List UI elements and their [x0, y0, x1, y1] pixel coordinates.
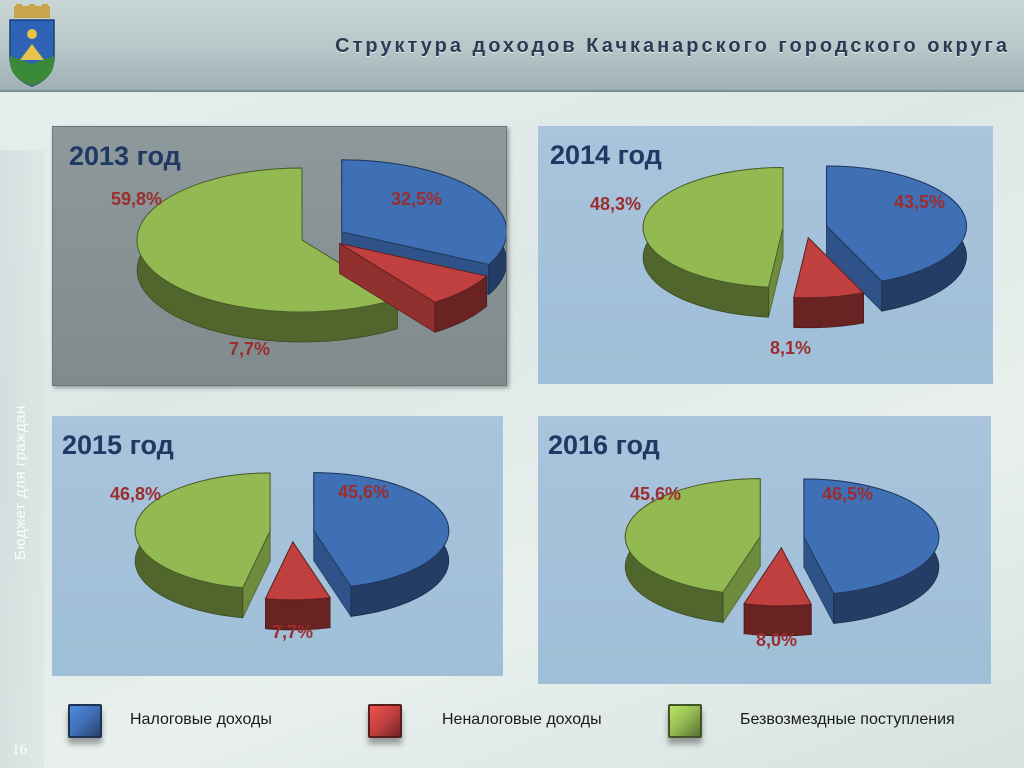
data-label-nontax: 7,7%	[272, 622, 314, 642]
slice-grants-0	[136, 167, 399, 343]
pie-chart-2014	[642, 165, 967, 329]
chart-title: 2016 год	[548, 430, 660, 460]
page-title: Структура доходов Качканарского городско…	[335, 35, 1010, 57]
city-crest-icon	[9, 4, 55, 87]
header-bar: Структура доходов Качканарского городско…	[0, 0, 1024, 92]
legend-label-tax: Налоговые доходы	[130, 711, 272, 728]
slice-tax-3	[803, 478, 940, 624]
data-label-nontax: 8,1%	[770, 338, 812, 358]
slice-grants-3	[624, 478, 761, 624]
legend-label-nontax: Неналоговые доходы	[442, 711, 602, 728]
slice-grants-2	[134, 472, 271, 619]
pie-chart-2015	[134, 472, 450, 631]
legend-swatch-nontax	[368, 704, 402, 738]
side-stripe	[0, 150, 44, 768]
data-label-tax: 43,5%	[894, 192, 946, 212]
data-label-grants: 59,8%	[111, 189, 163, 209]
slice-nontax-3	[743, 546, 813, 637]
data-label-tax: 46,5%	[822, 484, 874, 504]
data-label-tax: 32,5%	[391, 189, 443, 209]
data-label-nontax: 8,0%	[756, 630, 798, 650]
chart-panel-2015: 2015 год 45,6% 7,7% 46,8%	[52, 416, 503, 676]
slice-nontax-1	[793, 236, 865, 329]
data-label-tax: 45,6%	[338, 482, 390, 502]
legend-swatch-grants	[668, 704, 702, 738]
chart-panel-2013: 2013 год 32,5% 7,7% 59,8%	[52, 126, 507, 386]
slice-nontax-2	[264, 540, 331, 631]
chart-title: 2015 год	[62, 430, 174, 460]
data-label-grants: 48,3%	[590, 194, 642, 214]
chart-title: 2014 год	[550, 140, 662, 170]
data-label-grants: 45,6%	[630, 484, 682, 504]
chart-panel-2016: 2016 год 46,5% 8,0% 45,6%	[538, 416, 991, 684]
legend-label-grants: Безвозмездные поступления	[740, 711, 955, 728]
slice-nontax-0	[339, 242, 488, 333]
side-caption: Бюджет для граждан	[12, 405, 29, 560]
page-number: 16	[12, 742, 27, 758]
chart-title: 2013 год	[69, 141, 181, 171]
data-label-nontax: 7,7%	[229, 339, 271, 359]
slice-grants-1	[642, 166, 784, 318]
pie-chart-2013	[136, 159, 506, 343]
legend-swatch-tax	[68, 704, 102, 738]
slice-tax-1	[826, 165, 967, 313]
slice-tax-2	[313, 472, 450, 618]
data-label-grants: 46,8%	[110, 484, 162, 504]
pie-chart-2016	[624, 478, 940, 637]
chart-panel-2014: 2014 год 43,5% 8,1% 48,3%	[538, 126, 993, 384]
